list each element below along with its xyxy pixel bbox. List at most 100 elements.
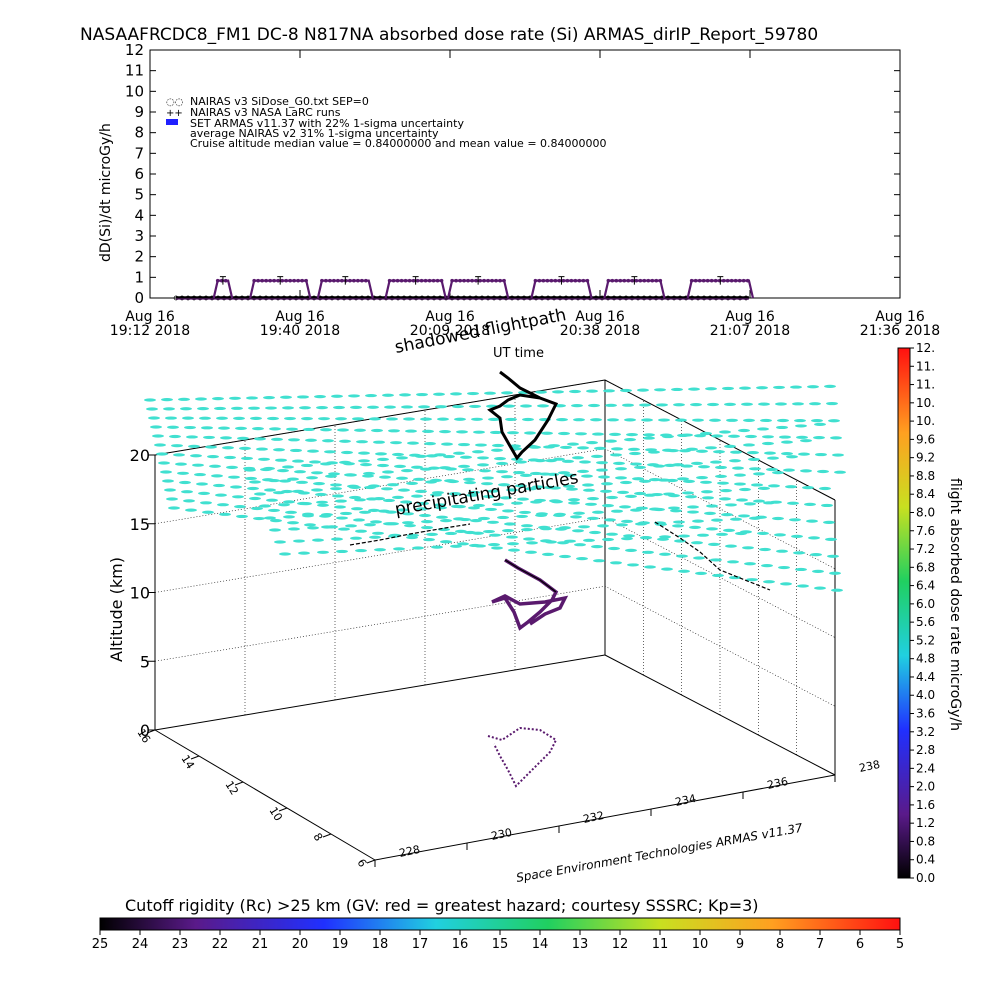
- particle-mark: [498, 483, 510, 487]
- particle-mark: [542, 552, 554, 556]
- particle-mark: [436, 515, 448, 519]
- particle-mark: [747, 451, 759, 455]
- particle-mark: [488, 542, 500, 547]
- particle-mark: [588, 403, 600, 408]
- armas-point: [545, 278, 550, 283]
- nairas-point: [653, 295, 659, 301]
- armas-point: [642, 278, 647, 283]
- particle-mark: [721, 513, 733, 517]
- dose-rate-tick-label: 8.0: [916, 505, 935, 519]
- particle-mark: [251, 506, 263, 511]
- dose-rate-tick-label: 3.6: [916, 707, 935, 721]
- particle-mark: [772, 516, 784, 521]
- armas-point: [494, 278, 498, 283]
- particle-mark: [507, 431, 519, 435]
- particle-mark: [171, 444, 183, 448]
- particle-mark: [331, 537, 343, 541]
- particle-mark: [413, 477, 425, 481]
- legend-item-nairas-sidose: NAIRAS v3 SiDose_G0.txt SEP=0: [190, 95, 369, 108]
- particle-mark: [706, 504, 718, 508]
- particle-mark: [603, 389, 615, 393]
- particle-mark: [368, 484, 380, 488]
- particle-mark: [520, 473, 532, 477]
- particle-mark: [554, 512, 566, 516]
- particle-mark: [815, 452, 827, 457]
- armas-point: [439, 278, 444, 283]
- particle-mark: [420, 417, 432, 421]
- armas-point: [356, 278, 360, 283]
- particle-mark: [344, 473, 356, 477]
- particle-mark: [388, 429, 400, 433]
- particle-mark: [320, 428, 332, 432]
- particle-mark: [728, 434, 740, 438]
- particle-mark: [591, 545, 603, 549]
- dose-rate-tick-label: 10.: [916, 396, 935, 410]
- nairas-point: [419, 295, 425, 301]
- particle-mark: [778, 565, 790, 570]
- precipitating-particles-field: [144, 384, 846, 592]
- nairas-point: [197, 295, 203, 301]
- particle-mark: [426, 532, 438, 537]
- top-y-tick-label: 11: [125, 62, 144, 80]
- armas-point: [713, 278, 718, 283]
- particle-mark: [213, 483, 225, 488]
- dose-rate-tick-label: 3.2: [916, 725, 935, 739]
- particle-mark: [757, 427, 769, 431]
- nairas-point: [179, 295, 185, 301]
- dose-rate-tick-label: 5.2: [916, 633, 935, 647]
- particle-mark: [277, 469, 289, 473]
- particle-mark: [806, 519, 818, 523]
- particle-mark: [288, 527, 300, 531]
- particle-mark: [534, 459, 546, 463]
- top-plot-frame: [149, 49, 901, 299]
- particle-mark: [388, 534, 400, 538]
- particle-mark: [691, 461, 703, 466]
- particle-mark: [613, 461, 625, 465]
- dose-rate-tick-label: 6.8: [916, 560, 935, 574]
- particle-mark: [369, 535, 381, 539]
- particle-mark: [267, 416, 279, 421]
- particle-mark: [494, 457, 506, 461]
- particle-mark: [235, 426, 247, 430]
- particle-mark: [350, 536, 362, 540]
- top-y-tick-label: 6: [134, 165, 144, 183]
- particle-mark: [749, 467, 761, 471]
- latitude-tick-mark: [322, 833, 332, 838]
- nairas-point: [491, 295, 497, 301]
- particle-mark: [793, 551, 805, 555]
- particle-mark: [823, 520, 835, 524]
- particle-mark: [211, 474, 223, 478]
- particle-mark: [592, 510, 604, 514]
- particle-mark: [678, 569, 690, 573]
- cutoff-rigidity-tick-label: 21: [252, 937, 269, 952]
- particle-mark: [367, 405, 379, 409]
- particle-mark: [301, 463, 313, 468]
- particle-mark: [641, 418, 653, 422]
- cutoff-rigidity-tick-label: 10: [692, 937, 709, 952]
- particle-mark: [377, 457, 389, 461]
- particle-mark: [558, 471, 570, 475]
- nairas-point: [677, 295, 683, 301]
- particle-mark: [681, 433, 693, 437]
- particle-mark: [724, 402, 736, 406]
- particle-mark: [364, 523, 376, 527]
- nairas-point: [515, 295, 521, 301]
- cutoff-rigidity-tick-label: 14: [532, 937, 549, 952]
- particle-mark: [695, 571, 707, 575]
- particle-mark: [730, 517, 742, 521]
- particle-mark: [470, 519, 482, 523]
- particle-mark: [501, 475, 513, 479]
- armas-point: [450, 278, 454, 283]
- top-x-tick-date: Aug 16: [575, 309, 625, 325]
- particle-mark: [732, 466, 744, 470]
- top-legend: ◌◌ NAIRAS v3 SiDose_G0.txt SEP=0 ++ NAIR…: [166, 95, 607, 150]
- cutoff-rigidity-tick-label: 5: [896, 937, 904, 952]
- armas-point: [435, 278, 440, 283]
- armas-point: [585, 278, 590, 283]
- particle-mark: [513, 470, 525, 475]
- particle-mark: [421, 525, 433, 530]
- cutoff-rigidity-tick-label: 8: [776, 937, 784, 952]
- particle-mark: [526, 541, 538, 545]
- nairas-point: [431, 295, 437, 301]
- legend-armas-icon: [166, 119, 178, 125]
